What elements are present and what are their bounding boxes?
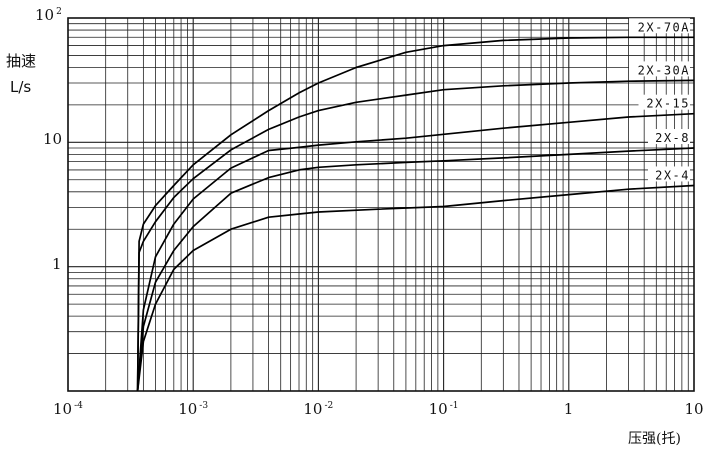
tick-label-base: 10 [303,400,323,418]
series-label-background [648,129,690,145]
tick-label-exponent: 2 [56,7,62,17]
y-tick-label: 10 [43,130,62,148]
series-line-2x-15 [136,112,695,392]
tick-label-base: 1 [52,254,62,273]
tick-label-base: 10 [35,6,55,24]
series-line-2x-8 [136,147,695,392]
series-label-background [629,18,690,34]
curve-labels: 2X-70A 2X-30A 2X-15 2X-8 2X-4 [629,18,690,182]
tick-label-base: 10 [684,400,704,418]
x-tick-label: 10 -3 [178,400,208,418]
tick-label-base: 10 [428,400,448,418]
x-tick-label: 10 -4 [53,400,83,418]
tick-label-base: 1 [563,400,574,418]
tick-label-exponent: -1 [449,401,459,411]
series-line-2x-30a [136,79,695,392]
x-tick-label: 1 [564,400,574,418]
tick-label-base: 10 [178,400,198,418]
series-line-2x-4 [136,184,695,392]
y-axis-label-line2: L/s [10,78,32,96]
series-label-2x-70a: 2X-70A [638,20,690,34]
tick-label-exponent: -4 [74,401,83,411]
tick-label-base: 10 [53,400,73,418]
series-label-background [648,166,690,182]
y-tick-label: 10 2 [35,6,62,24]
curves [136,36,695,392]
series-label-2x-4: 2X-4 [655,168,690,182]
series-line-2x-70a [136,36,694,392]
tick-label-base: 10 [43,130,63,149]
series-label-background [638,94,690,110]
series-label-background [629,61,690,77]
series-label-2x-15: 2X-15 [646,97,690,111]
x-tick-label: 10 -1 [429,400,459,418]
grid-lines [67,18,694,392]
x-axis-label: 压强(托) [628,431,681,447]
plot-frame [67,17,695,392]
series-label-2x-8: 2X-8 [655,131,690,145]
tick-label-exponent: -3 [199,401,209,411]
y-tick-label: 1 [52,255,62,273]
series-label-2x-30a: 2X-30A [638,63,690,77]
x-tick-label: 10 [685,400,704,418]
tick-label-exponent: -2 [324,401,334,411]
y-axis-label-line1: 抽速 [6,52,37,70]
x-tick-label: 10 -2 [303,400,333,418]
